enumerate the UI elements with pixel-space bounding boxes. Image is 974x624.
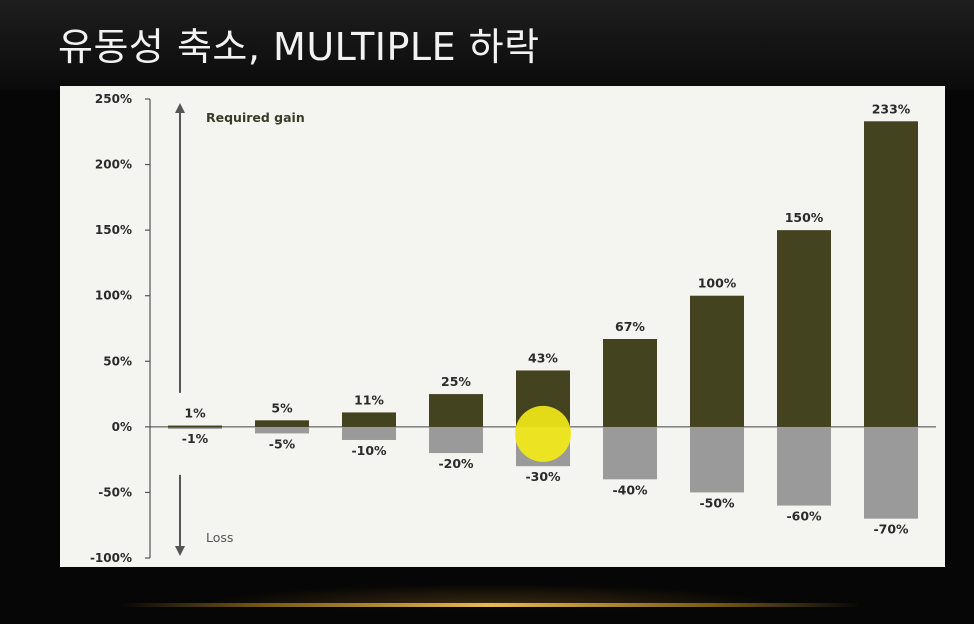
up-arrow-head (175, 103, 185, 113)
y-tick-label: 200% (95, 158, 132, 172)
y-tick-label: 250% (95, 92, 132, 106)
gain-bar (864, 121, 918, 427)
gain-bar (603, 338, 657, 427)
loss-bar (342, 426, 396, 440)
y-tick-label: 0% (112, 420, 132, 434)
y-tick-label: -50% (98, 485, 132, 499)
gain-value-label: 150% (785, 210, 824, 225)
gain-value-label: 67% (615, 319, 645, 334)
loss-value-label: -1% (182, 431, 209, 446)
gain-bar (690, 295, 744, 427)
gain-bar (777, 230, 831, 427)
accent-line (120, 603, 860, 607)
title-band (0, 0, 974, 90)
gain-value-label: 25% (441, 374, 471, 389)
required-gain-label: Required gain (206, 110, 305, 125)
slide-title: 유동성 축소, MULTIPLE 하락 (58, 25, 540, 69)
loss-bar (168, 426, 222, 429)
gain-bar (255, 420, 309, 427)
loss-bar (429, 426, 483, 454)
y-tick-label: -100% (90, 551, 132, 565)
y-tick-label: 100% (95, 289, 132, 303)
loss-value-label: -70% (873, 522, 909, 537)
gain-value-label: 43% (528, 350, 558, 365)
annotations-group: Required gain Loss (175, 103, 571, 556)
highlight-marker (515, 405, 571, 462)
loss-bar (777, 426, 831, 506)
loss-value-label: -60% (786, 509, 822, 524)
gain-value-label: 1% (184, 406, 206, 421)
loss-value-label: -30% (525, 469, 561, 484)
loss-value-label: -10% (351, 443, 387, 458)
loss-bar (603, 426, 657, 480)
accent-glow (200, 584, 780, 606)
bar-chart: 250% 200% 150% 100% 50% 0% -50% -100% 1% -1% 5% -5… (90, 92, 936, 565)
gain-value-label: 5% (271, 400, 293, 415)
value-labels-group: 1% -1% 5% -5% 11% -10% 25% -20% 43% -30% 67% -40% 10… (182, 101, 911, 536)
loss-value-label: -5% (269, 436, 296, 451)
loss-bar (690, 426, 744, 493)
loss-bar (864, 426, 918, 519)
gain-bar (168, 425, 222, 428)
gain-bar (429, 394, 483, 427)
y-tick-label: 150% (95, 223, 132, 237)
loss-label: Loss (206, 530, 233, 545)
chart-panel: 250% 200% 150% 100% 50% 0% -50% -100% 1% -1% 5% -5… (60, 86, 945, 567)
gain-value-label: 11% (354, 392, 384, 407)
gain-value-label: 100% (698, 276, 737, 291)
down-arrow-head (175, 546, 185, 556)
loss-value-label: -50% (699, 495, 735, 510)
loss-value-label: -20% (438, 456, 474, 471)
loss-value-label: -40% (612, 482, 648, 497)
gain-bar (342, 412, 396, 427)
loss-bar (255, 426, 309, 434)
gain-value-label: 233% (872, 101, 911, 116)
y-tick-label: 50% (103, 354, 132, 368)
